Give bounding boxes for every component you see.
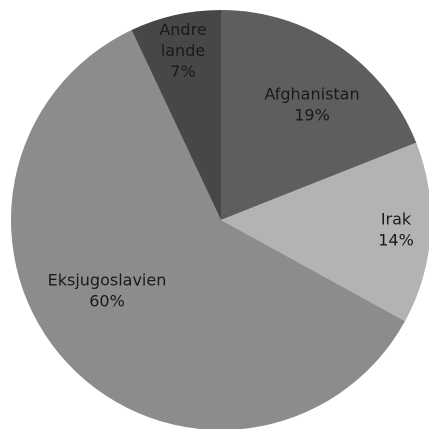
pie-label-afghanistan: Afghanistan 19% [264, 85, 359, 125]
pie-label-andre-lande: Andre lande 7% [159, 20, 206, 81]
pie-label-eksjugoslavien: Eksjugoslavien 60% [48, 271, 167, 311]
pie-label-percent: 60% [89, 292, 125, 311]
pie-slice-afghanistan [221, 10, 417, 220]
pie-slices [11, 10, 429, 429]
pie-label-percent: 7% [170, 62, 195, 81]
pie-label-name: Irak [381, 210, 412, 229]
pie-label-name: Afghanistan [264, 85, 359, 104]
pie-label-name: Andre [159, 20, 206, 39]
pie-slice-irak [221, 142, 429, 322]
pie-label-name: Eksjugoslavien [48, 271, 167, 290]
pie-slice-andre-lande [131, 10, 221, 220]
pie-label-irak: Irak 14% [378, 210, 414, 250]
pie-labels: Afghanistan 19% Irak 14% Eksjugoslavien 60% An… [48, 20, 414, 311]
pie-label-percent: 19% [294, 106, 330, 125]
pie-label-name: lande [161, 41, 205, 60]
pie-slice-eksjugoslavien [11, 29, 406, 429]
pie-label-percent: 14% [378, 231, 414, 250]
